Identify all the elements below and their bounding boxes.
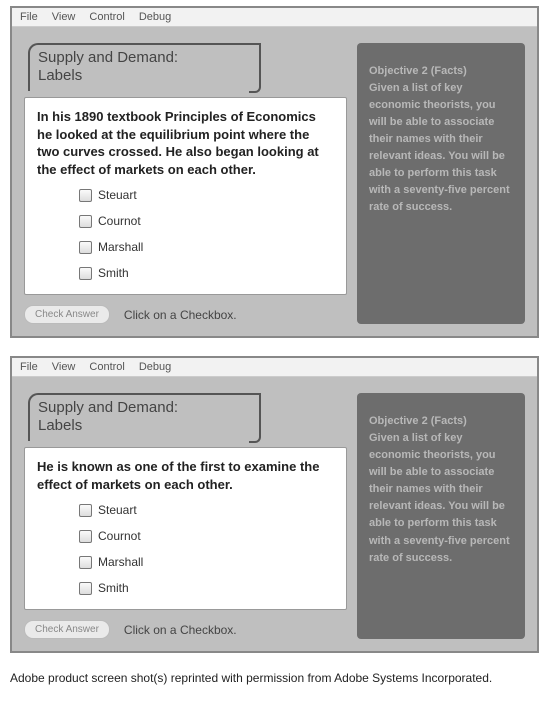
- quiz-panel: Supply and Demand: Labels He is known as…: [24, 393, 347, 639]
- checkbox-icon[interactable]: [79, 556, 92, 569]
- footer-row: Check Answer Click on a Checkbox.: [24, 620, 347, 639]
- checkbox-icon[interactable]: [79, 582, 92, 595]
- objective-body: Given a list of key economic theorists, …: [369, 430, 513, 566]
- objective-panel: Objective 2 (Facts) Given a list of key …: [357, 43, 525, 324]
- menubar: File View Control Debug: [12, 8, 537, 27]
- option-label: Steuart: [98, 188, 137, 202]
- menu-debug[interactable]: Debug: [139, 11, 171, 23]
- quiz-title-line1: Supply and Demand:: [38, 399, 251, 417]
- quiz-panel: Supply and Demand: Labels In his 1890 te…: [24, 43, 347, 324]
- objective-body: Given a list of key economic theorists, …: [369, 80, 513, 216]
- checkbox-icon[interactable]: [79, 215, 92, 228]
- option-label: Cournot: [98, 214, 141, 228]
- option-cournot[interactable]: Cournot: [79, 214, 334, 228]
- quiz-title-line2: Labels: [38, 417, 251, 435]
- content-area: Supply and Demand: Labels In his 1890 te…: [12, 27, 537, 336]
- option-label: Marshall: [98, 555, 143, 569]
- menu-view[interactable]: View: [52, 11, 76, 23]
- question-box: In his 1890 textbook Principles of Econo…: [24, 97, 347, 295]
- option-label: Steuart: [98, 503, 137, 517]
- check-answer-button[interactable]: Check Answer: [24, 620, 110, 639]
- caption: Adobe product screen shot(s) reprinted w…: [10, 671, 539, 685]
- option-smith[interactable]: Smith: [79, 581, 334, 595]
- footer-row: Check Answer Click on a Checkbox.: [24, 305, 347, 324]
- menu-debug[interactable]: Debug: [139, 361, 171, 373]
- app-window-1: File View Control Debug Supply and Deman…: [10, 6, 539, 338]
- checkbox-icon[interactable]: [79, 241, 92, 254]
- option-label: Smith: [98, 581, 129, 595]
- option-steuart[interactable]: Steuart: [79, 503, 334, 517]
- app-window-2: File View Control Debug Supply and Deman…: [10, 356, 539, 653]
- objective-heading: Objective 2 (Facts): [369, 413, 513, 430]
- hint-text: Click on a Checkbox.: [124, 623, 237, 637]
- question-box: He is known as one of the first to exami…: [24, 447, 347, 610]
- hint-text: Click on a Checkbox.: [124, 308, 237, 322]
- checkbox-icon[interactable]: [79, 189, 92, 202]
- menu-file[interactable]: File: [20, 11, 38, 23]
- question-text: He is known as one of the first to exami…: [37, 458, 334, 493]
- option-cournot[interactable]: Cournot: [79, 529, 334, 543]
- menu-control[interactable]: Control: [89, 361, 124, 373]
- checkbox-icon[interactable]: [79, 504, 92, 517]
- content-area: Supply and Demand: Labels He is known as…: [12, 377, 537, 651]
- quiz-title-line2: Labels: [38, 67, 251, 85]
- quiz-title-line1: Supply and Demand:: [38, 49, 251, 67]
- quiz-title-frame: Supply and Demand: Labels: [28, 393, 261, 441]
- option-label: Smith: [98, 266, 129, 280]
- quiz-title-frame: Supply and Demand: Labels: [28, 43, 261, 91]
- option-marshall[interactable]: Marshall: [79, 555, 334, 569]
- option-label: Marshall: [98, 240, 143, 254]
- options-list: Steuart Cournot Marshall Smith: [37, 188, 334, 280]
- objective-panel: Objective 2 (Facts) Given a list of key …: [357, 393, 525, 639]
- checkbox-icon[interactable]: [79, 267, 92, 280]
- menu-view[interactable]: View: [52, 361, 76, 373]
- checkbox-icon[interactable]: [79, 530, 92, 543]
- option-smith[interactable]: Smith: [79, 266, 334, 280]
- question-text: In his 1890 textbook Principles of Econo…: [37, 108, 334, 178]
- check-answer-button[interactable]: Check Answer: [24, 305, 110, 324]
- option-steuart[interactable]: Steuart: [79, 188, 334, 202]
- menu-control[interactable]: Control: [89, 11, 124, 23]
- menubar: File View Control Debug: [12, 358, 537, 377]
- objective-heading: Objective 2 (Facts): [369, 63, 513, 80]
- option-label: Cournot: [98, 529, 141, 543]
- options-list: Steuart Cournot Marshall Smith: [37, 503, 334, 595]
- menu-file[interactable]: File: [20, 361, 38, 373]
- option-marshall[interactable]: Marshall: [79, 240, 334, 254]
